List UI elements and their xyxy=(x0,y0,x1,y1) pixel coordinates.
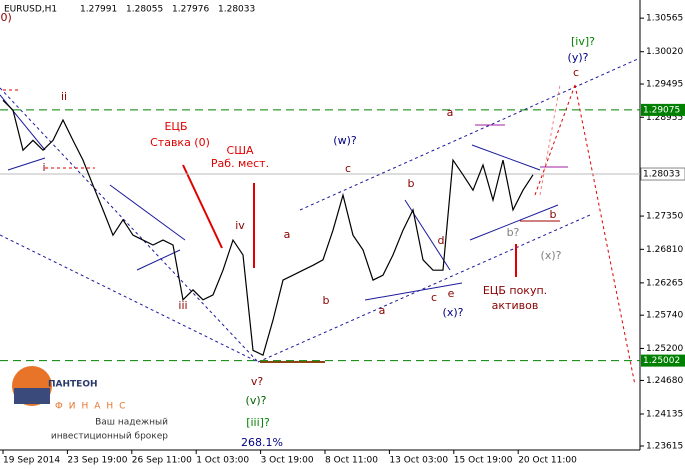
annotation: c xyxy=(573,66,579,79)
wave-lines xyxy=(0,57,641,386)
ohlc-value: 1.27991 xyxy=(80,5,117,15)
brand-slogan: Ваш надежный xyxy=(95,418,168,428)
brand-name: ПАНТЕОН xyxy=(48,380,98,390)
logo: ПАНТЕОН ФИНАНС Ваш надежный инвестиционн… xyxy=(12,366,168,442)
annotation: a xyxy=(379,304,386,317)
annotation: (x)? xyxy=(443,306,464,319)
annotation: активов xyxy=(492,299,539,312)
y-tick-label: 1.30020 xyxy=(646,47,683,57)
y-tick-label: 1.27350 xyxy=(646,212,683,222)
annotation: ЕЦБ покуп. xyxy=(483,284,547,297)
x-tick-label: 13 Oct 03:00 xyxy=(389,456,448,466)
annotation: b? xyxy=(507,226,520,239)
annotation: iii xyxy=(178,299,187,312)
price-label: 1.28033 xyxy=(643,170,680,180)
annotation: a xyxy=(284,228,291,241)
annotation: ЕЦБ xyxy=(164,120,187,133)
annotation: v? xyxy=(251,375,264,388)
y-tick-label: 1.24680 xyxy=(646,376,683,386)
annotation: Раб. мест. xyxy=(211,157,269,170)
annotation: [iv]? xyxy=(571,35,595,48)
level-label: 1.25002 xyxy=(643,356,680,366)
y-tick-label: 1.24135 xyxy=(646,409,683,419)
annotation: e xyxy=(448,287,455,300)
annotation: [iii]? xyxy=(246,416,270,429)
annotation: c xyxy=(345,162,351,175)
ohlc-value: 1.27976 xyxy=(172,5,209,15)
x-tick-label: 15 Oct 19:00 xyxy=(454,456,513,466)
annotation: c xyxy=(431,291,437,304)
x-tick-label: 26 Sep 11:00 xyxy=(132,456,192,466)
x-tick-label: 19 Sep 2014 xyxy=(3,456,60,466)
annotation: iv xyxy=(235,219,245,232)
annotation: b xyxy=(408,177,415,190)
annotation: (y)? xyxy=(568,51,589,64)
ohlc-value: 1.28055 xyxy=(126,5,163,15)
annotation: a xyxy=(447,106,454,119)
level-tag xyxy=(641,103,685,116)
level-label: 1.29075 xyxy=(643,105,680,115)
annotation: (x)? xyxy=(541,249,562,262)
annotation: 268.1% xyxy=(241,436,283,449)
y-tick-label: 1.29495 xyxy=(646,80,683,90)
x-tick-label: 20 Oct 11:00 xyxy=(518,456,577,466)
y-tick-label: 1.25740 xyxy=(646,311,683,321)
chart-title: EURUSD,H1 xyxy=(4,5,57,15)
annotation: i xyxy=(42,161,45,174)
annotation: ii xyxy=(61,90,67,103)
price-path xyxy=(2,99,534,357)
y-tick-label: 1.28955 xyxy=(646,113,683,123)
annotation: (v)? xyxy=(246,394,267,407)
x-tick-label: 1 Oct 03:00 xyxy=(196,456,249,466)
ohlc-value: 1.28033 xyxy=(218,5,255,15)
annotation: b xyxy=(550,208,557,221)
price-tag xyxy=(640,167,685,181)
y-tick-label: 1.26265 xyxy=(646,278,683,288)
y-tick-label: 1.23615 xyxy=(646,441,683,451)
annotation: d xyxy=(438,234,445,247)
annotation: b xyxy=(323,294,330,307)
y-tick-label: 1.26810 xyxy=(646,245,683,255)
annotation: (0) xyxy=(0,11,12,24)
x-tick-label: 3 Oct 19:00 xyxy=(261,456,314,466)
brand-slogan: инвестиционный брокер xyxy=(51,432,168,442)
level-tag xyxy=(641,354,685,367)
annotation: Ставка (0) xyxy=(150,136,210,149)
y-tick-label: 1.30565 xyxy=(646,14,683,24)
x-tick-label: 8 Oct 11:00 xyxy=(325,456,378,466)
y-tick-label: 1.25200 xyxy=(646,344,683,354)
annotation: США xyxy=(227,144,254,157)
brand-sub: ФИНАНС xyxy=(55,402,131,412)
annotation: (w)? xyxy=(333,134,357,147)
x-tick-label: 23 Sep 19:00 xyxy=(67,456,127,466)
